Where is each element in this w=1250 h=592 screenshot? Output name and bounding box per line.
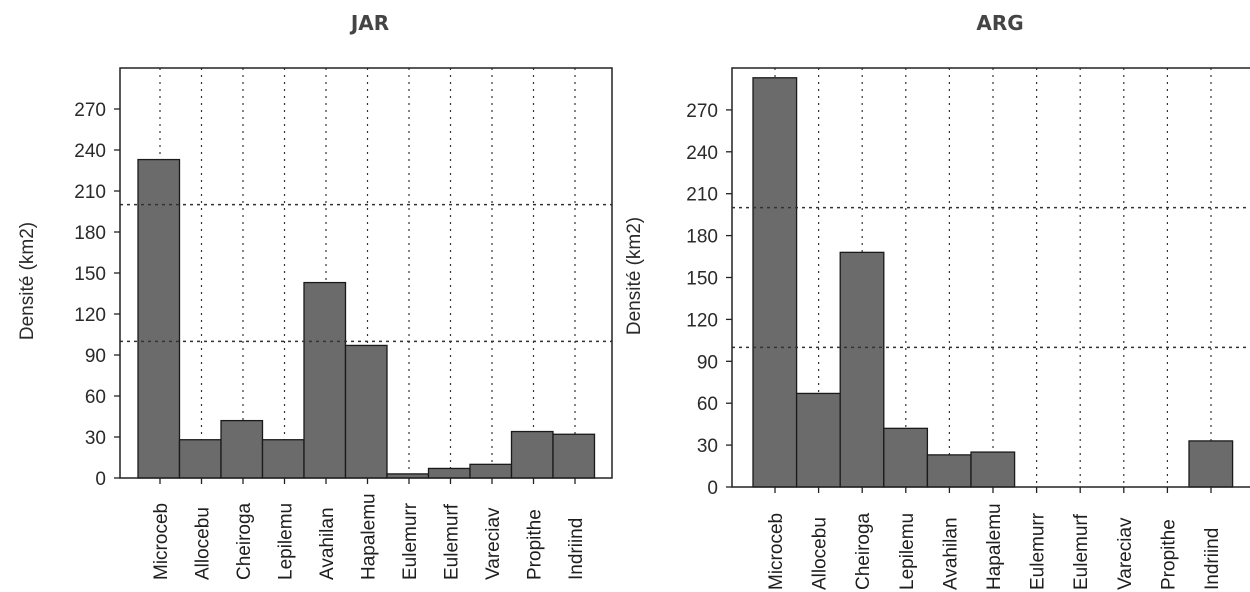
bar — [510, 430, 554, 479]
bar — [795, 392, 841, 488]
x-tick-label: Allocebu — [193, 507, 214, 580]
y-tick-label: 0 — [707, 478, 718, 499]
y-tick-label: 60 — [697, 394, 718, 415]
x-tick-label: Vareciav — [483, 507, 504, 580]
bar — [469, 463, 513, 479]
y-tick-label: 270 — [686, 101, 718, 122]
x-tick-label: Hapalemu — [359, 493, 380, 580]
chart-panel-arg: ARG Densité (km2) 0 30 60 90 120 150 180 210 240… — [624, 11, 1250, 590]
reference-lines — [732, 206, 1250, 349]
bar — [344, 344, 388, 479]
bar — [303, 281, 347, 479]
y-tick-label: 90 — [697, 352, 718, 373]
bar — [220, 419, 264, 479]
bar — [926, 454, 972, 488]
bar — [883, 427, 929, 488]
x-tick-label: Eulemurr — [1028, 512, 1049, 590]
bar — [752, 77, 798, 488]
bar — [427, 467, 471, 479]
y-tick-label: 240 — [686, 143, 718, 164]
reference-lines — [120, 203, 612, 343]
x-tick-label: Hapalemu — [984, 503, 1005, 590]
x-tick-label: Microceb — [766, 513, 787, 590]
y-tick-label: 30 — [85, 428, 106, 449]
x-tick-label: Cheiroga — [853, 512, 874, 590]
x-tick-label: Propithe — [525, 509, 546, 580]
x-tick-label: Propithe — [1158, 519, 1179, 590]
y-tick-label: 210 — [686, 185, 718, 206]
chart-title: ARG — [976, 11, 1023, 35]
bar — [839, 251, 885, 488]
bar — [137, 158, 181, 479]
y-tick-label: 120 — [686, 310, 718, 331]
x-tick-label: Allocebu — [810, 517, 831, 590]
y-tick-label: 60 — [85, 387, 106, 408]
x-tick-label: Eulemurf — [442, 503, 463, 580]
x-tick-label: Cheiroga — [234, 502, 255, 580]
x-tick-label: Lepilemu — [276, 503, 297, 580]
x-tick-label: Avahilan — [940, 517, 961, 590]
x-axis-labels: Microceb Allocebu Cheiroga Lepilemu Avahilan… — [766, 487, 1223, 590]
bar — [552, 433, 596, 479]
x-tick-label: Avahilan — [317, 507, 338, 580]
y-tick-label: 0 — [95, 469, 106, 490]
x-tick-label: Vareciav — [1115, 517, 1136, 590]
y-tick-label: 180 — [686, 227, 718, 248]
y-tick-label: 270 — [74, 100, 106, 121]
bar — [1188, 440, 1234, 488]
bar — [970, 451, 1016, 488]
y-axis-ticks: 0 30 60 90 120 150 180 210 240 270 — [74, 100, 120, 490]
x-tick-label: Indriind — [1202, 528, 1223, 590]
bar — [261, 439, 305, 479]
y-tick-label: 150 — [74, 264, 106, 285]
y-axis-label: Densité (km2) — [17, 222, 38, 340]
chart-title: JAR — [349, 11, 389, 35]
bars-layer — [752, 77, 1234, 488]
y-axis-ticks: 0 30 60 90 120 150 180 210 240 270 — [686, 101, 732, 499]
x-tick-label: Indriind — [566, 518, 587, 580]
x-tick-label: Microceb — [151, 503, 172, 580]
y-tick-label: 90 — [85, 346, 106, 367]
y-tick-label: 240 — [74, 141, 106, 162]
y-axis-label: Densité (km2) — [624, 217, 645, 335]
bars-layer — [137, 158, 596, 479]
y-tick-label: 120 — [74, 305, 106, 326]
x-tick-label: Lepilemu — [897, 513, 918, 590]
y-tick-label: 210 — [74, 182, 106, 203]
x-tick-label: Eulemurf — [1071, 513, 1092, 590]
y-tick-label: 150 — [686, 269, 718, 290]
x-tick-label: Eulemurr — [400, 502, 421, 580]
y-tick-label: 180 — [74, 223, 106, 244]
y-tick-label: 30 — [697, 436, 718, 457]
chart-panel-jar: JAR Densité (km2) 0 30 60 90 120 150 180 210 240… — [17, 11, 613, 580]
x-axis-labels: Microceb Allocebu Cheiroga Lepilemu Avahilan… — [151, 478, 587, 580]
bar — [178, 439, 222, 479]
